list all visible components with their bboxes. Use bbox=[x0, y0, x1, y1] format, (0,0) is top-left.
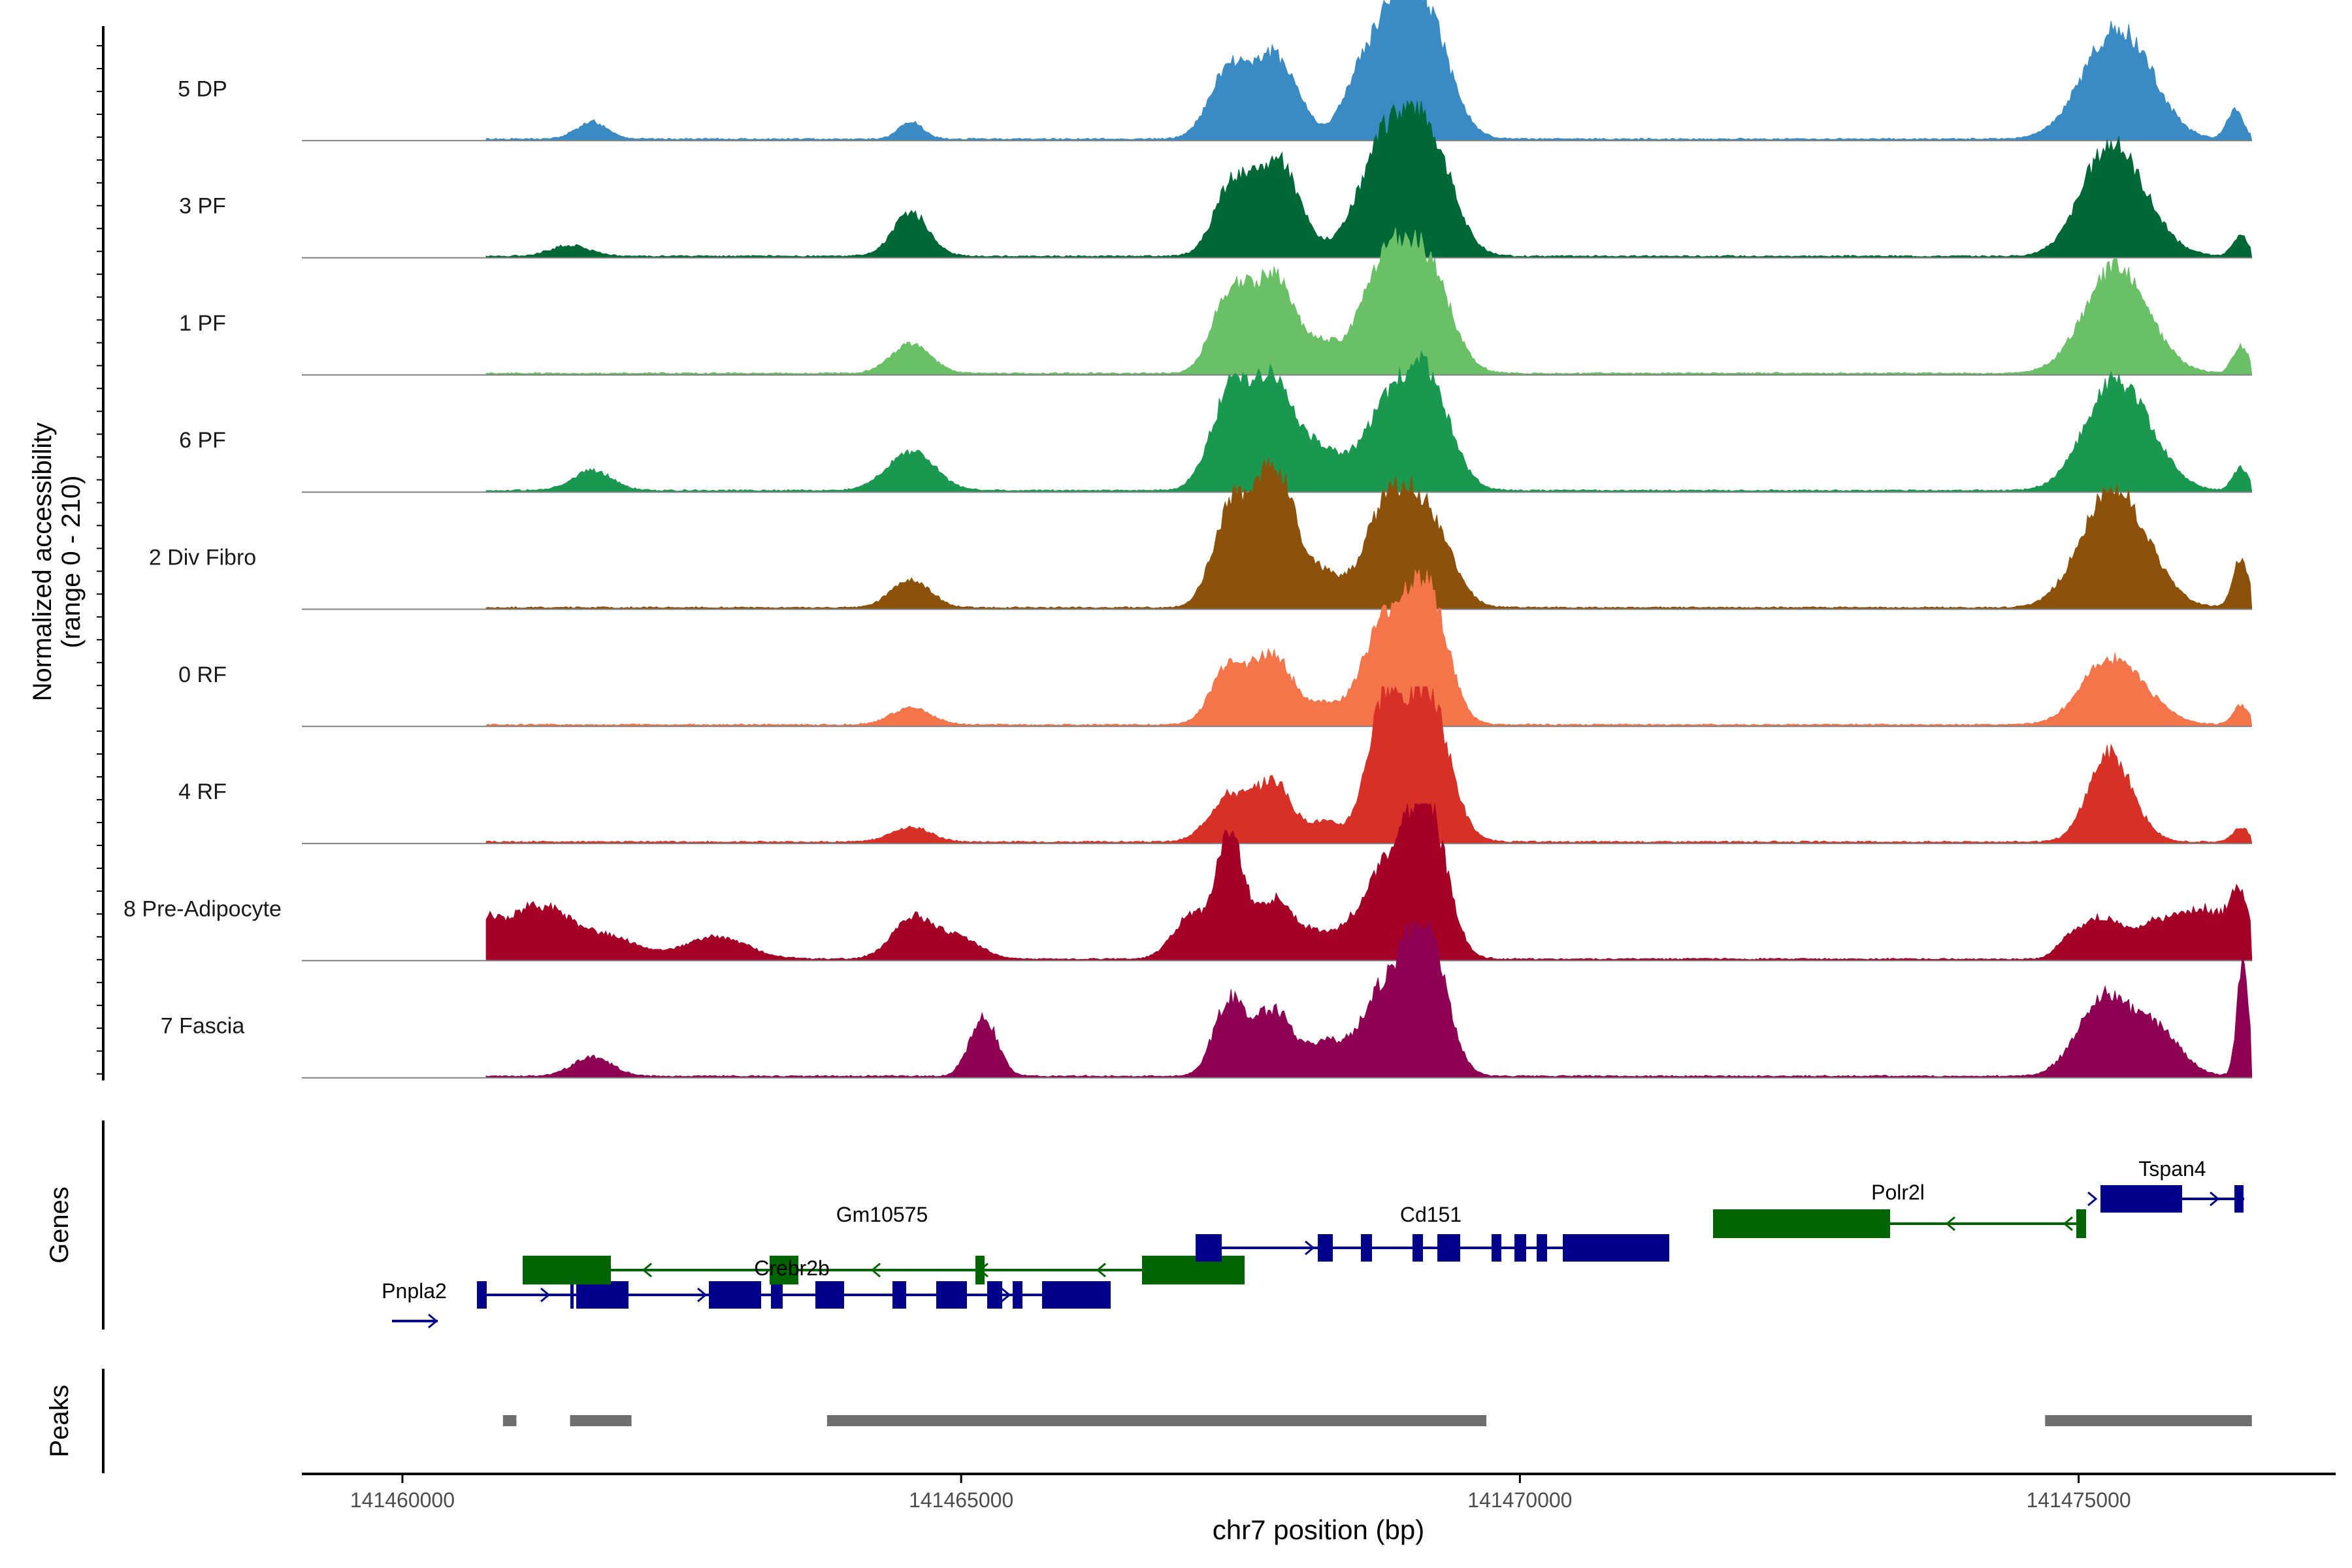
track-label: 5 DP bbox=[178, 76, 227, 101]
exon bbox=[2234, 1185, 2244, 1213]
peak-region bbox=[570, 1415, 632, 1426]
exon bbox=[815, 1281, 844, 1309]
exon bbox=[1563, 1234, 1669, 1262]
strand-arrow bbox=[1945, 1216, 1955, 1232]
gene-label: Gm10575 bbox=[836, 1203, 928, 1226]
exon bbox=[2076, 1209, 2086, 1238]
exon bbox=[2100, 1185, 2131, 1213]
gene-label: Polr2l bbox=[1871, 1181, 1925, 1204]
y-axis-label-range: (range 0 - 210) bbox=[57, 476, 86, 649]
coverage-area bbox=[485, 350, 2253, 493]
exon bbox=[523, 1256, 611, 1284]
coverage-area bbox=[485, 0, 2253, 141]
exon bbox=[1042, 1281, 1111, 1309]
y-axis-label: Normalized accessibility bbox=[28, 423, 57, 702]
strand-arrow bbox=[978, 1262, 988, 1278]
x-axis: 141460000 141465000 141470000 141475000 bbox=[350, 1474, 2131, 1512]
strand-arrow bbox=[2087, 1191, 2098, 1207]
exon bbox=[1437, 1234, 1460, 1262]
x-tick-label: 141470000 bbox=[1467, 1488, 1572, 1512]
strand-arrow bbox=[1001, 1287, 1011, 1303]
coverage-y-axis bbox=[97, 26, 105, 1081]
exon bbox=[1361, 1234, 1372, 1262]
track-label: 3 PF bbox=[179, 194, 226, 219]
exon bbox=[1537, 1234, 1547, 1262]
gene-label: Cd151 bbox=[1400, 1203, 1462, 1226]
x-tick-label: 141460000 bbox=[350, 1488, 455, 1512]
exon bbox=[709, 1281, 761, 1309]
coverage-area bbox=[485, 685, 2253, 844]
peak-region bbox=[826, 1415, 1487, 1426]
track-label: 1 PF bbox=[179, 311, 226, 336]
exon bbox=[1142, 1256, 1245, 1284]
coverage-area bbox=[485, 920, 2253, 1079]
x-tick-label: 141475000 bbox=[2027, 1488, 2131, 1512]
strand-arrow bbox=[1096, 1262, 1106, 1278]
coverage-area bbox=[485, 99, 2253, 259]
exon bbox=[1492, 1234, 1501, 1262]
strand-arrow bbox=[428, 1313, 438, 1329]
exon bbox=[770, 1256, 798, 1284]
strand-arrow bbox=[642, 1262, 652, 1278]
gene-label: Tspan4 bbox=[2138, 1157, 2206, 1181]
genes-panel: Pnpla2 Crebr2b Gm10575 Cd151 Polr2l Tspan4 bbox=[382, 1157, 2244, 1329]
coverage-area bbox=[485, 803, 2253, 961]
track-label: 0 RF bbox=[178, 662, 227, 687]
exon bbox=[892, 1281, 906, 1309]
coverage-area bbox=[485, 457, 2253, 610]
strand-arrow bbox=[697, 1287, 708, 1303]
x-axis-label: chr7 position (bp) bbox=[1213, 1514, 1425, 1545]
exon bbox=[936, 1281, 967, 1309]
exon bbox=[1514, 1234, 1526, 1262]
strand-arrow bbox=[870, 1262, 881, 1278]
strand-arrow bbox=[2063, 1216, 2073, 1232]
exon bbox=[771, 1281, 783, 1309]
track-label: 7 Fascia bbox=[161, 1014, 245, 1039]
strand-arrow bbox=[1305, 1240, 1315, 1256]
peaks-track-label: Peaks bbox=[45, 1384, 74, 1457]
strand-arrow bbox=[1200, 1240, 1211, 1256]
exon bbox=[477, 1281, 487, 1309]
gene-label: Crebr2b bbox=[754, 1256, 830, 1280]
strand-arrow bbox=[2210, 1191, 2220, 1207]
peak-region bbox=[2045, 1415, 2252, 1426]
coverage-area bbox=[485, 227, 2253, 376]
track-label: 2 Div Fibro bbox=[149, 546, 256, 570]
strand-arrow bbox=[836, 1287, 846, 1303]
track-label: 8 Pre-Adipocyte bbox=[123, 896, 282, 921]
exon bbox=[2131, 1185, 2182, 1213]
genes-track-label: Genes bbox=[45, 1186, 74, 1264]
exon bbox=[1013, 1281, 1022, 1309]
coverage-area bbox=[485, 569, 2253, 727]
strand-arrow bbox=[540, 1287, 551, 1303]
peaks-panel bbox=[502, 1415, 2252, 1426]
exon bbox=[987, 1281, 1002, 1309]
peak-region bbox=[502, 1415, 517, 1426]
gene-label: Pnpla2 bbox=[382, 1279, 447, 1303]
exon bbox=[1713, 1209, 1890, 1238]
track-label: 6 PF bbox=[179, 428, 226, 453]
coverage-panel: 5 DP 3 PF 1 PF 6 PF 2 Div Fibro 0 RF 4 RF 8 Pre… bbox=[123, 0, 2253, 1079]
x-tick-label: 141465000 bbox=[909, 1488, 1013, 1512]
exon bbox=[576, 1281, 629, 1309]
exon bbox=[1413, 1234, 1423, 1262]
track-label: 4 RF bbox=[178, 779, 227, 804]
exon bbox=[570, 1281, 574, 1309]
exon bbox=[1318, 1234, 1333, 1262]
